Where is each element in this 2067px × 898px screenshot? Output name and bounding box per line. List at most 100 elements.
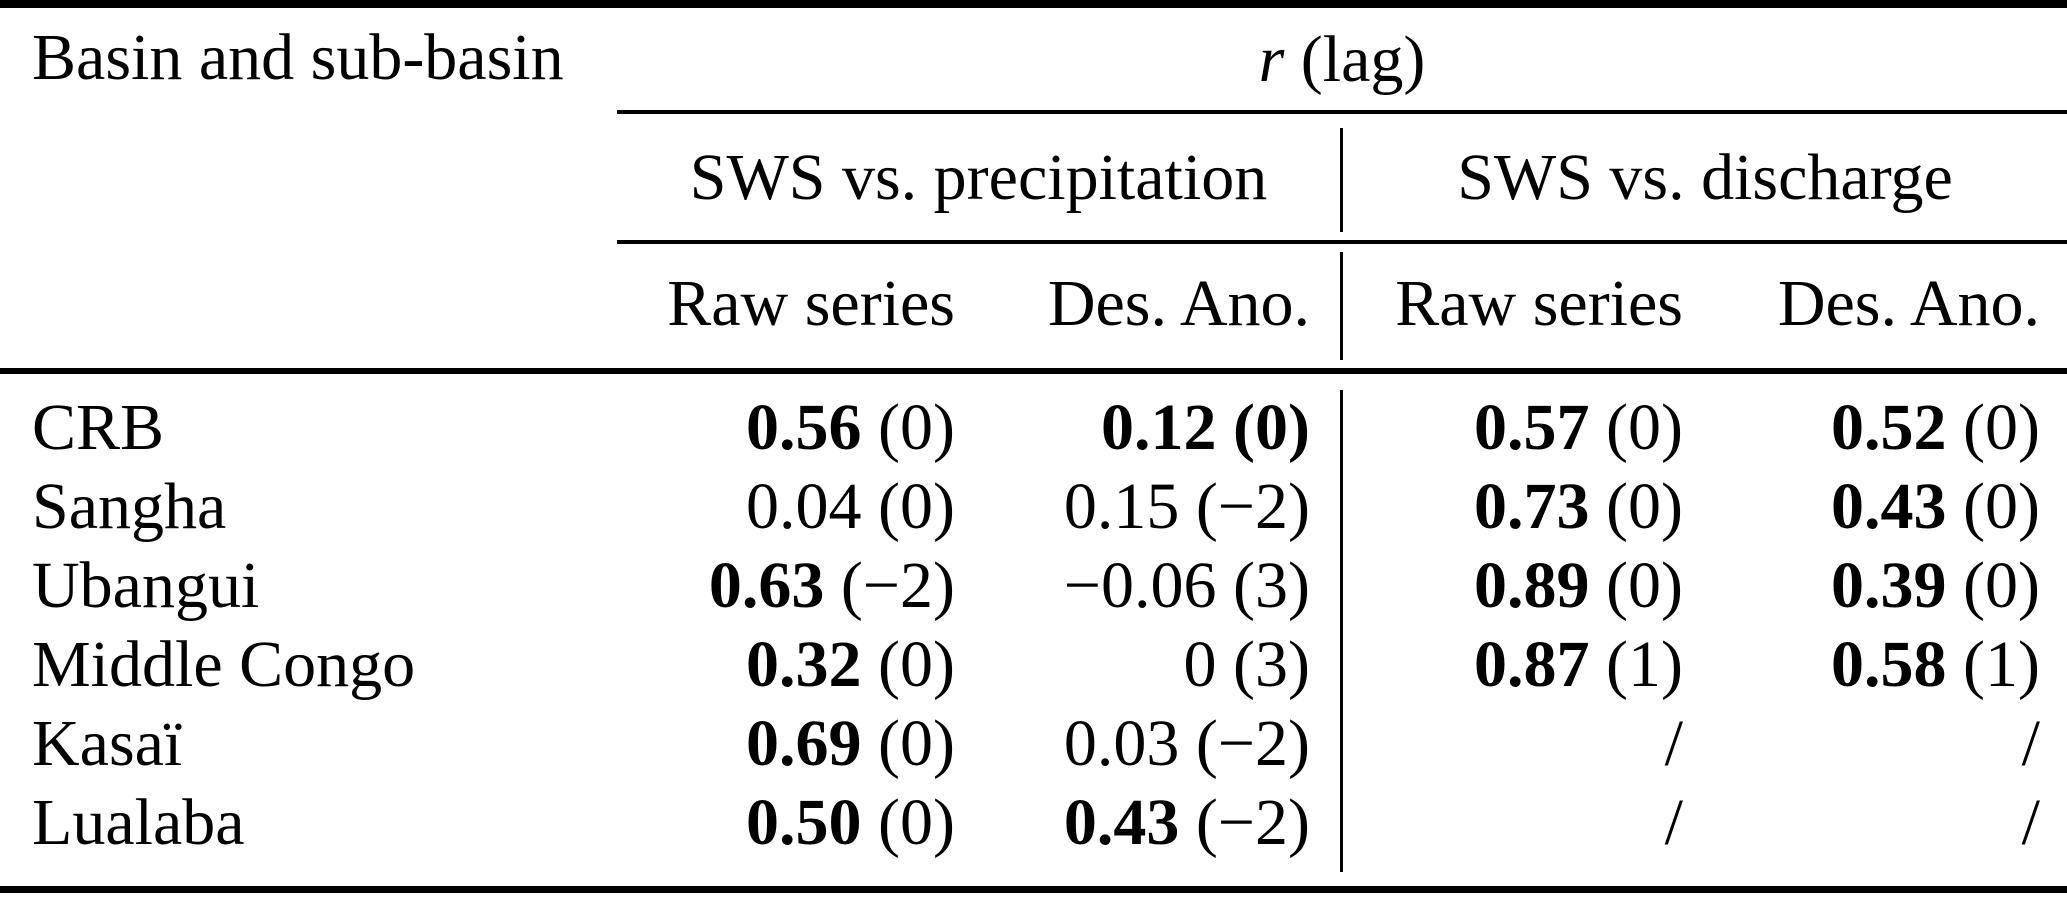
- cell-discharge-desano: /: [1683, 785, 2067, 861]
- lag-value: (0): [878, 785, 955, 859]
- bottom-rule: [0, 886, 2067, 893]
- cell-precip-raw: 0.50 (0): [617, 785, 955, 861]
- lag-suffix: (lag): [1300, 23, 1426, 96]
- cell-precip-desano: 0 (3): [955, 627, 1310, 703]
- lag-value: (0): [878, 469, 955, 543]
- cell-precip-raw: 0.69 (0): [617, 706, 955, 782]
- r-value: 0.52: [1831, 390, 1947, 464]
- cell-discharge-raw: 0.89 (0): [1310, 548, 1683, 624]
- lag-value: (0): [1606, 469, 1683, 543]
- r-value: 0.69: [746, 706, 862, 780]
- lag-value: (−2): [1195, 706, 1310, 780]
- cell-precip-desano: 0.43 (−2): [955, 785, 1310, 861]
- basin-label: Lualaba: [32, 785, 245, 859]
- group-divider-line-subheader: [1340, 252, 1343, 360]
- lag-value: (−2): [840, 548, 955, 622]
- subheader-discharge-desano: Des. Ano.: [1777, 267, 2040, 340]
- lag-value: (0): [1963, 548, 2040, 622]
- r-value: 0.32: [746, 627, 862, 701]
- subheader-discharge-raw: Raw series: [1395, 267, 1683, 340]
- table-row: Kasaï 0.69 (0) 0.03 (−2) / /: [0, 704, 2067, 783]
- cell-discharge-desano: 0.43 (0): [1683, 469, 2067, 545]
- r-value: 0.39: [1831, 548, 1947, 622]
- r-value: /: [2021, 706, 2040, 780]
- cell-discharge-desano: 0.52 (0): [1683, 390, 2067, 466]
- table-row: Ubangui 0.63 (−2) −0.06 (3) 0.89 (0) 0.3…: [0, 546, 2067, 625]
- lag-value: (0): [1963, 469, 2040, 543]
- r-value: 0.56: [746, 390, 862, 464]
- r-value: 0.43: [1063, 785, 1180, 859]
- lag-value: (0): [1963, 390, 2040, 464]
- group-divider-line-top: [1340, 128, 1343, 232]
- cell-discharge-desano: /: [1683, 706, 2067, 782]
- r-value: −0.06: [1063, 548, 1217, 622]
- subheader-spacer: [0, 266, 617, 342]
- cell-discharge-raw: 0.57 (0): [1310, 390, 1683, 466]
- basin-label: Ubangui: [32, 548, 260, 622]
- lag-value: (0): [1233, 390, 1310, 464]
- corner-header: Basin and sub-basin: [32, 21, 564, 94]
- cell-precip-raw: 0.04 (0): [617, 469, 955, 545]
- group-header-precipitation: SWS vs. precipitation: [689, 141, 1268, 214]
- subheader-row: Raw series Des. Ano. Raw series Des. Ano…: [0, 266, 2067, 342]
- r-value: 0.58: [1831, 627, 1947, 701]
- r-value: 0.73: [1474, 469, 1590, 543]
- cell-precip-raw: 0.56 (0): [617, 390, 955, 466]
- cell-discharge-desano: 0.39 (0): [1683, 548, 2067, 624]
- r-value: 0.12: [1101, 390, 1217, 464]
- subheader-precip-desano: Des. Ano.: [1047, 267, 1310, 340]
- basin-label: Sangha: [32, 469, 227, 543]
- r-value: 0.04: [746, 469, 862, 543]
- lag-value: (−2): [1195, 469, 1310, 543]
- lag-value: (3): [1233, 548, 1310, 622]
- span-header: r (lag): [617, 23, 2067, 97]
- cell-discharge-desano: 0.58 (1): [1683, 627, 2067, 703]
- table-row: Sangha 0.04 (0) 0.15 (−2) 0.73 (0) 0.43 …: [0, 467, 2067, 546]
- group-header-discharge: SWS vs. discharge: [1457, 141, 1953, 214]
- cell-precip-desano: 0.12 (0): [955, 390, 1310, 466]
- r-value: /: [2021, 785, 2040, 859]
- table-row: Lualaba 0.50 (0) 0.43 (−2) / /: [0, 783, 2067, 862]
- table-body: CRB 0.56 (0) 0.12 (0) 0.57 (0) 0.52 (0) …: [0, 388, 2067, 862]
- r-value: 0.03: [1063, 706, 1180, 780]
- r-symbol: r: [1258, 23, 1285, 96]
- lag-value: (0): [878, 706, 955, 780]
- r-value: /: [1664, 785, 1683, 859]
- lag-value: (1): [1963, 627, 2040, 701]
- cell-discharge-raw: 0.73 (0): [1310, 469, 1683, 545]
- cell-precip-desano: 0.15 (−2): [955, 469, 1310, 545]
- group-divider-line-body: [1340, 390, 1343, 872]
- lag-value: (1): [1606, 627, 1683, 701]
- r-value: 0.57: [1474, 390, 1590, 464]
- top-rule: [0, 0, 2067, 8]
- lag-value: (0): [878, 627, 955, 701]
- cell-precip-raw: 0.32 (0): [617, 627, 955, 703]
- r-value: 0.87: [1474, 627, 1590, 701]
- r-value: 0.89: [1474, 548, 1590, 622]
- r-value: 0.15: [1063, 469, 1180, 543]
- cell-precip-desano: 0.03 (−2): [955, 706, 1310, 782]
- r-value: 0: [1183, 627, 1217, 701]
- lag-value: (3): [1233, 627, 1310, 701]
- r-value: /: [1664, 706, 1683, 780]
- r-value: 0.43: [1831, 469, 1947, 543]
- table-row: CRB 0.56 (0) 0.12 (0) 0.57 (0) 0.52 (0): [0, 388, 2067, 467]
- cell-discharge-raw: /: [1310, 706, 1683, 782]
- r-value: 0.63: [708, 548, 825, 622]
- header-body-separator-rule: [0, 368, 2067, 374]
- cell-precip-desano: −0.06 (3): [955, 548, 1310, 624]
- rule-under-group-headers: [617, 240, 2067, 244]
- basin-label: CRB: [32, 390, 165, 464]
- basin-label: Middle Congo: [32, 627, 416, 701]
- subheader-precip-raw: Raw series: [667, 267, 955, 340]
- cell-discharge-raw: /: [1310, 785, 1683, 861]
- cell-precip-raw: 0.63 (−2): [617, 548, 955, 624]
- table-row: Middle Congo 0.32 (0) 0 (3) 0.87 (1) 0.5…: [0, 625, 2067, 704]
- cell-discharge-raw: 0.87 (1): [1310, 627, 1683, 703]
- lag-value: (0): [1606, 548, 1683, 622]
- lag-value: (−2): [1195, 785, 1310, 859]
- basin-label: Kasaï: [32, 706, 183, 780]
- lag-value: (0): [878, 390, 955, 464]
- r-value: 0.50: [746, 785, 862, 859]
